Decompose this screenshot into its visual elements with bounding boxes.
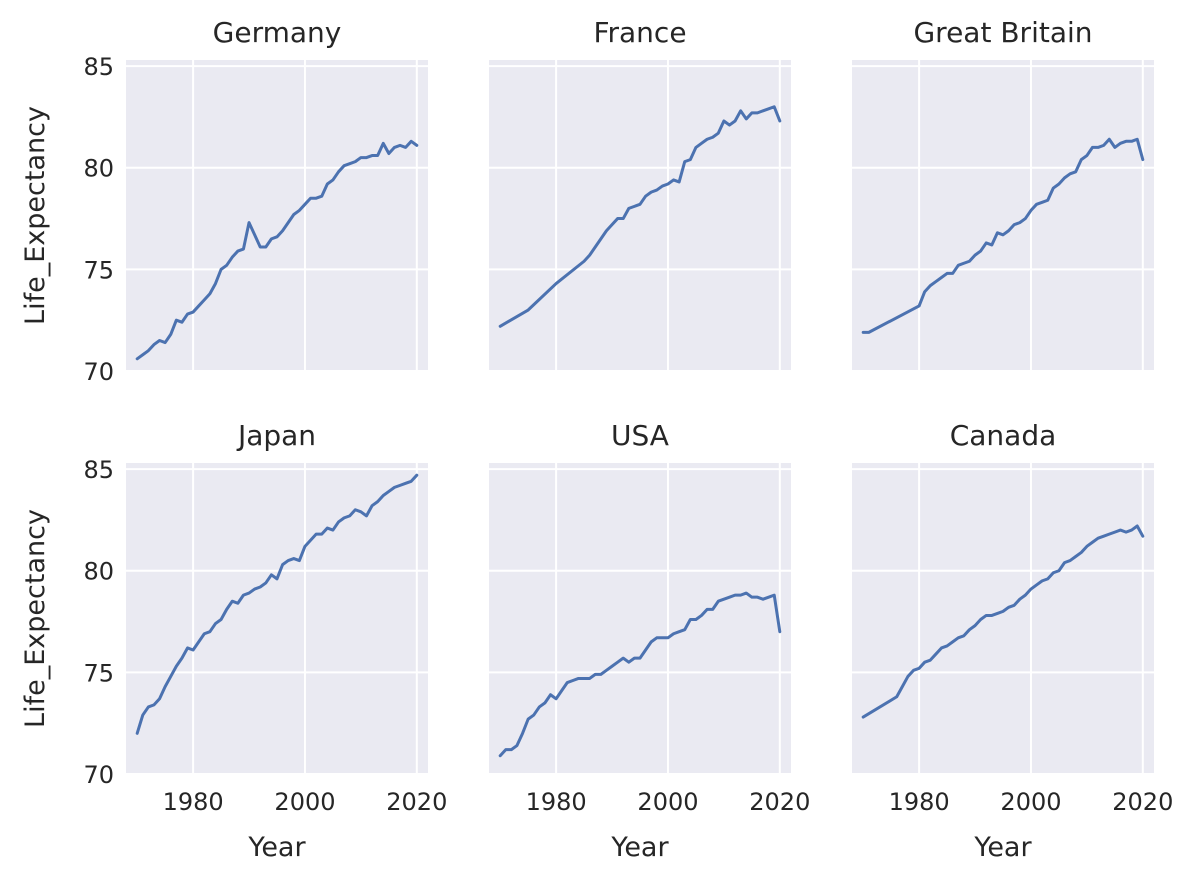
panel-great-britain: Great Britain — [852, 16, 1154, 372]
series-line-canada — [861, 524, 1145, 719]
y-tick-label: 85 — [83, 53, 114, 81]
x-tick-label: 2000 — [274, 788, 335, 816]
y-tick-label: 85 — [83, 456, 114, 484]
x-axis-label: Year — [610, 832, 669, 863]
panel-japan: Japan 70 75 80 85 Life_Expectancy 1980 2000 2020… — [20, 419, 447, 863]
x-tick-label: 2020 — [386, 788, 447, 816]
panel-background — [852, 463, 1154, 774]
y-axis-label: Life_Expectancy — [20, 106, 51, 325]
panel-title: Japan — [236, 419, 316, 452]
panel-usa: USA 1980 2000 2020 Year — [489, 419, 810, 863]
x-tick-label: 1980 — [526, 788, 587, 816]
panel-france: France — [489, 16, 791, 372]
x-tick-label: 2020 — [749, 788, 810, 816]
x-tick-label: 2000 — [1000, 788, 1061, 816]
x-tick-label: 2000 — [637, 788, 698, 816]
x-tick-label: 2020 — [1112, 788, 1173, 816]
y-tick-label: 80 — [83, 155, 114, 183]
series-line-usa — [498, 591, 782, 758]
x-axis-label: Year — [247, 832, 306, 863]
y-tick-label: 70 — [83, 761, 114, 789]
x-tick-label: 1980 — [889, 788, 950, 816]
panel-title: Germany — [213, 16, 342, 49]
panel-background — [126, 463, 428, 774]
panel-canada: Canada 1980 2000 2020 Year — [852, 419, 1173, 863]
x-axis-label: Year — [973, 832, 1032, 863]
panel-background — [489, 463, 791, 774]
panel-title: Canada — [950, 419, 1057, 452]
series-line-japan — [135, 473, 419, 735]
panel-title: USA — [611, 419, 669, 452]
y-tick-label: 80 — [83, 558, 114, 586]
y-tick-label: 75 — [83, 659, 114, 687]
panel-background — [852, 60, 1154, 371]
x-tick-label: 1980 — [163, 788, 224, 816]
series-line-france — [498, 105, 782, 328]
y-axis-label: Life_Expectancy — [20, 509, 51, 728]
panel-title: Great Britain — [913, 16, 1092, 49]
panel-background — [126, 60, 428, 371]
y-tick-label: 70 — [83, 358, 114, 386]
series-line-germany — [135, 139, 419, 361]
panel-background — [489, 60, 791, 371]
panel-germany: Germany 70 75 80 85 Life_Expectancy — [20, 16, 428, 386]
series-line-great-britain — [861, 137, 1145, 334]
panel-title: France — [593, 16, 686, 49]
y-tick-label: 75 — [83, 256, 114, 284]
